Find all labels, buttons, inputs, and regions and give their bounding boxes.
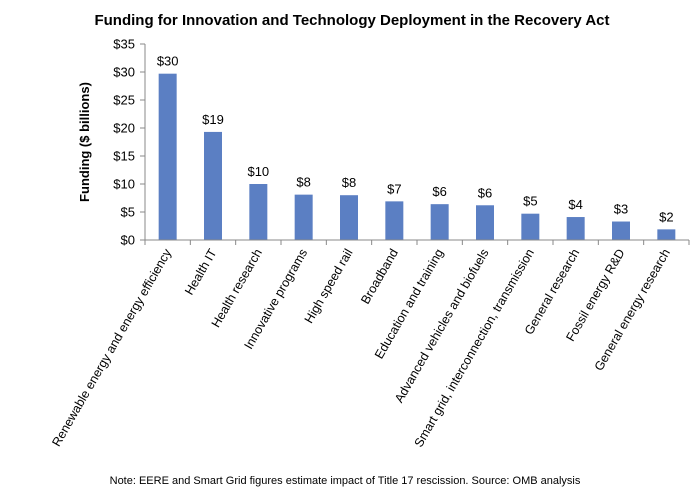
- y-axis-ticks: $0 $5 $10 $15 $20 $25 $30 $35: [113, 37, 145, 248]
- footnote: Note: EERE and Smart Grid figures estima…: [110, 475, 581, 487]
- bar: [476, 205, 494, 240]
- bar: [657, 229, 676, 240]
- category-label: Health IT: [182, 246, 220, 297]
- data-label: $7: [387, 181, 401, 196]
- bar: [430, 204, 449, 240]
- category-label: Broadband: [358, 246, 401, 306]
- y-tick-label: $35: [113, 37, 135, 52]
- category-label: Renewable energy and energy efficiency: [49, 246, 174, 449]
- y-tick-label: $0: [121, 233, 135, 248]
- data-labels: $30 $19 $10 $8 $8 $7 $6 $6 $5 $4 $3 $2: [157, 54, 674, 225]
- axes: [144, 44, 690, 245]
- data-label: $19: [202, 112, 224, 127]
- bar: [249, 184, 268, 240]
- bar: [294, 194, 313, 240]
- bar: [612, 221, 630, 240]
- category-labels: Renewable energy and energy efficiency He…: [49, 246, 673, 450]
- y-axis-label: Funding ($ billions): [77, 82, 92, 202]
- category-label: High speed rail: [302, 247, 356, 326]
- y-tick-label: $25: [113, 93, 135, 108]
- y-tick-label: $30: [113, 65, 135, 80]
- data-label: $6: [432, 184, 446, 199]
- bar: [340, 195, 358, 240]
- bar: [566, 217, 585, 240]
- y-tick-label: $15: [113, 149, 135, 164]
- data-label: $3: [614, 202, 628, 217]
- data-label: $8: [342, 175, 356, 190]
- data-label: $10: [247, 164, 269, 179]
- data-label: $4: [568, 197, 582, 212]
- data-label: $2: [659, 209, 673, 224]
- y-tick-label: $5: [121, 205, 135, 220]
- y-tick-label: $10: [113, 177, 135, 192]
- data-label: $5: [523, 194, 537, 209]
- y-tick-label: $20: [113, 121, 135, 136]
- data-label: $6: [478, 185, 492, 200]
- data-label: $30: [157, 54, 179, 69]
- bar: [385, 201, 404, 240]
- bars: [158, 73, 676, 241]
- data-label: $8: [296, 175, 310, 190]
- bar: [204, 131, 222, 240]
- chart-title: Funding for Innovation and Technology De…: [94, 12, 609, 29]
- category-label: Advanced vehicles and biofuels: [392, 247, 492, 406]
- bar: [158, 73, 177, 241]
- bar: [521, 213, 540, 240]
